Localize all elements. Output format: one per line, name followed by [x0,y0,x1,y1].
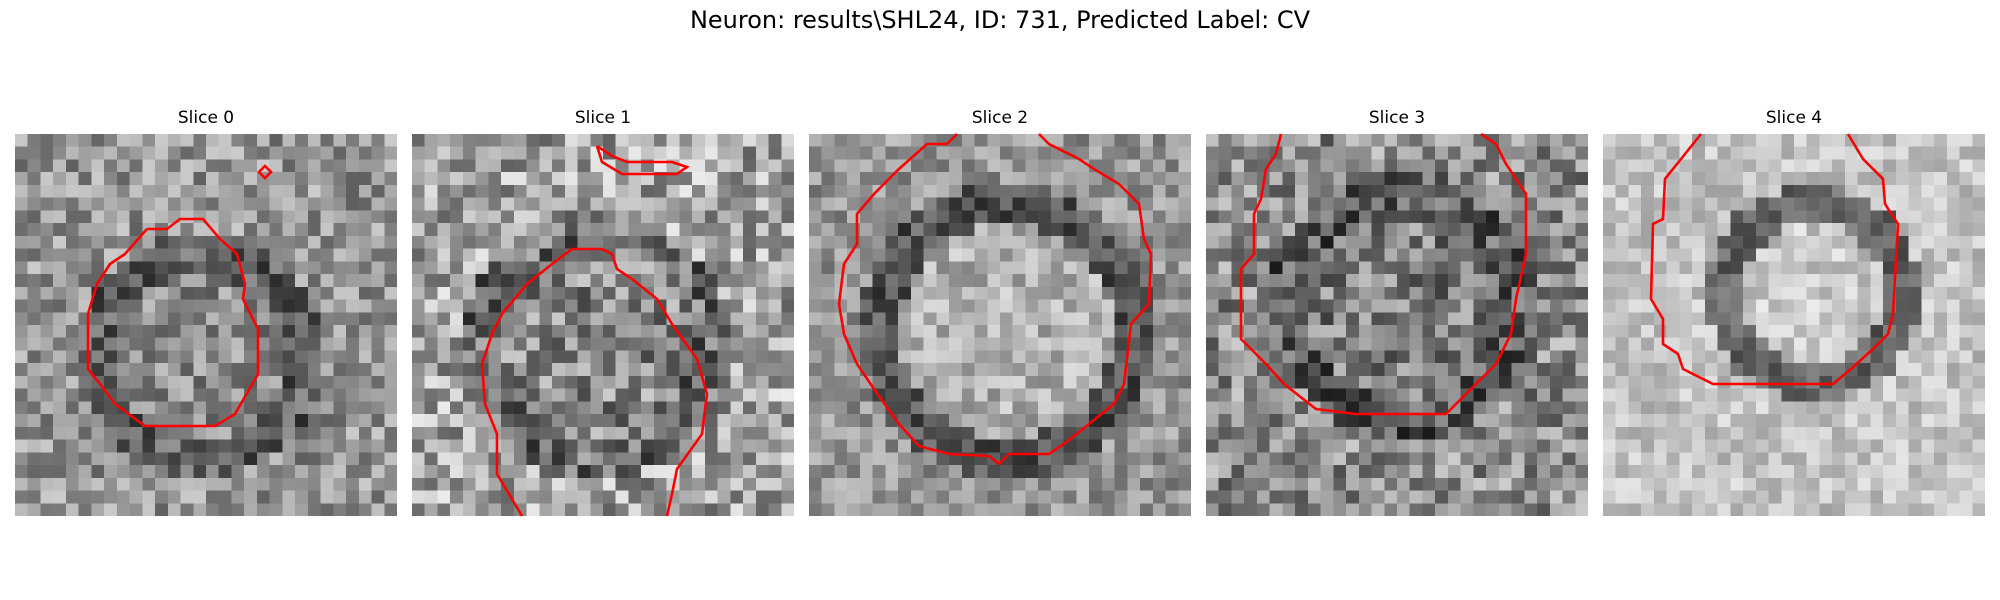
contour-overlay-0 [86,164,273,428]
slice-image-2 [809,134,1191,516]
slice-title-0: Slice 0 [177,108,235,128]
contour-overlay-3 [1239,132,1528,416]
slice-title-2: Slice 2 [971,108,1029,128]
segmentation-contour [480,247,709,517]
contour-overlay-4 [1649,133,1900,386]
contour-overlay-1 [480,144,709,517]
slice-image-1 [412,134,794,516]
segmentation-contour [595,144,690,176]
figure-title: Neuron: results\SHL24, ID: 731, Predicte… [689,6,1311,34]
segmentation-contour [1239,132,1528,416]
slice-image-4 [1603,134,1985,516]
slice-title-1: Slice 1 [574,108,632,128]
slice-image-3 [1206,134,1588,516]
slice-title-3: Slice 3 [1368,108,1426,128]
segmentation-contour [257,164,273,180]
segmentation-contour [1649,133,1900,386]
segmentation-contour [837,133,1153,466]
slice-title-4: Slice 4 [1765,108,1823,128]
slice-image-0 [15,134,397,516]
segmentation-contour [86,217,260,428]
contour-overlay-2 [837,133,1153,466]
